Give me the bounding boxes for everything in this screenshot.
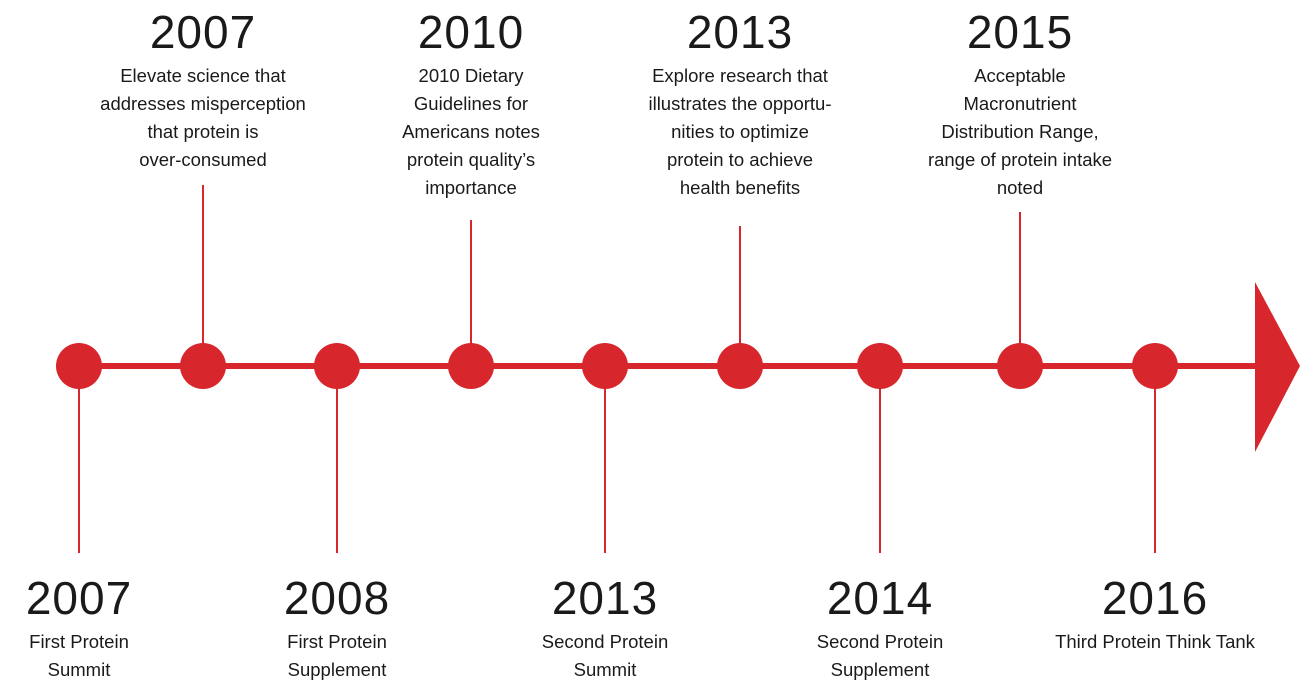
event-description: Second Protein Supplement: [816, 631, 944, 680]
timeline-node-3: [314, 343, 360, 389]
timeline-node-9: [1132, 343, 1178, 389]
timeline-node-6: [717, 343, 763, 389]
event-year: 2007: [25, 572, 133, 624]
event-year: 2008: [283, 572, 391, 624]
event-description: 2010 Dietary Guidelines for Americans no…: [402, 65, 540, 198]
bottom-event-2016: 2016 Third Protein Think Tank: [1020, 574, 1290, 656]
event-description: Second Protein Summit: [541, 631, 669, 680]
timeline-node-8: [997, 343, 1043, 389]
timeline-node-2: [180, 343, 226, 389]
timeline-node-1: [56, 343, 102, 389]
event-description: Acceptable Macronutrient Distribution Ra…: [927, 65, 1113, 198]
timeline-node-7: [857, 343, 903, 389]
top-event-2010: 2010 2010 Dietary Guidelines for America…: [351, 8, 591, 202]
event-year: 2013: [551, 572, 659, 624]
event-year: 2010: [417, 6, 525, 58]
top-event-2007: 2007 Elevate science that addresses misp…: [53, 8, 353, 174]
timeline-arrowhead: [1255, 282, 1300, 452]
event-year: 2015: [966, 6, 1074, 58]
event-description: First Protein Summit: [29, 631, 129, 680]
bottom-event-2007: 2007 First Protein Summit: [4, 574, 154, 684]
event-year: 2016: [1101, 572, 1209, 624]
event-description: First Protein Supplement: [287, 631, 387, 680]
event-year: 2013: [686, 6, 794, 58]
bottom-event-2008: 2008 First Protein Supplement: [247, 574, 427, 684]
event-year: 2014: [826, 572, 934, 624]
event-description: Elevate science that addresses mispercep…: [100, 65, 306, 170]
bottom-event-2014: 2014 Second Protein Supplement: [780, 574, 980, 684]
timeline-node-5: [582, 343, 628, 389]
bottom-event-2013: 2013 Second Protein Summit: [505, 574, 705, 684]
event-description: Third Protein Think Tank: [1055, 631, 1255, 652]
top-event-2015: 2015 Acceptable Macronutrient Distributi…: [890, 8, 1150, 202]
top-event-2013: 2013 Explore research that illustrates t…: [610, 8, 870, 202]
event-description: Explore research that illustrates the op…: [648, 65, 832, 198]
timeline-node-4: [448, 343, 494, 389]
event-year: 2007: [149, 6, 257, 58]
